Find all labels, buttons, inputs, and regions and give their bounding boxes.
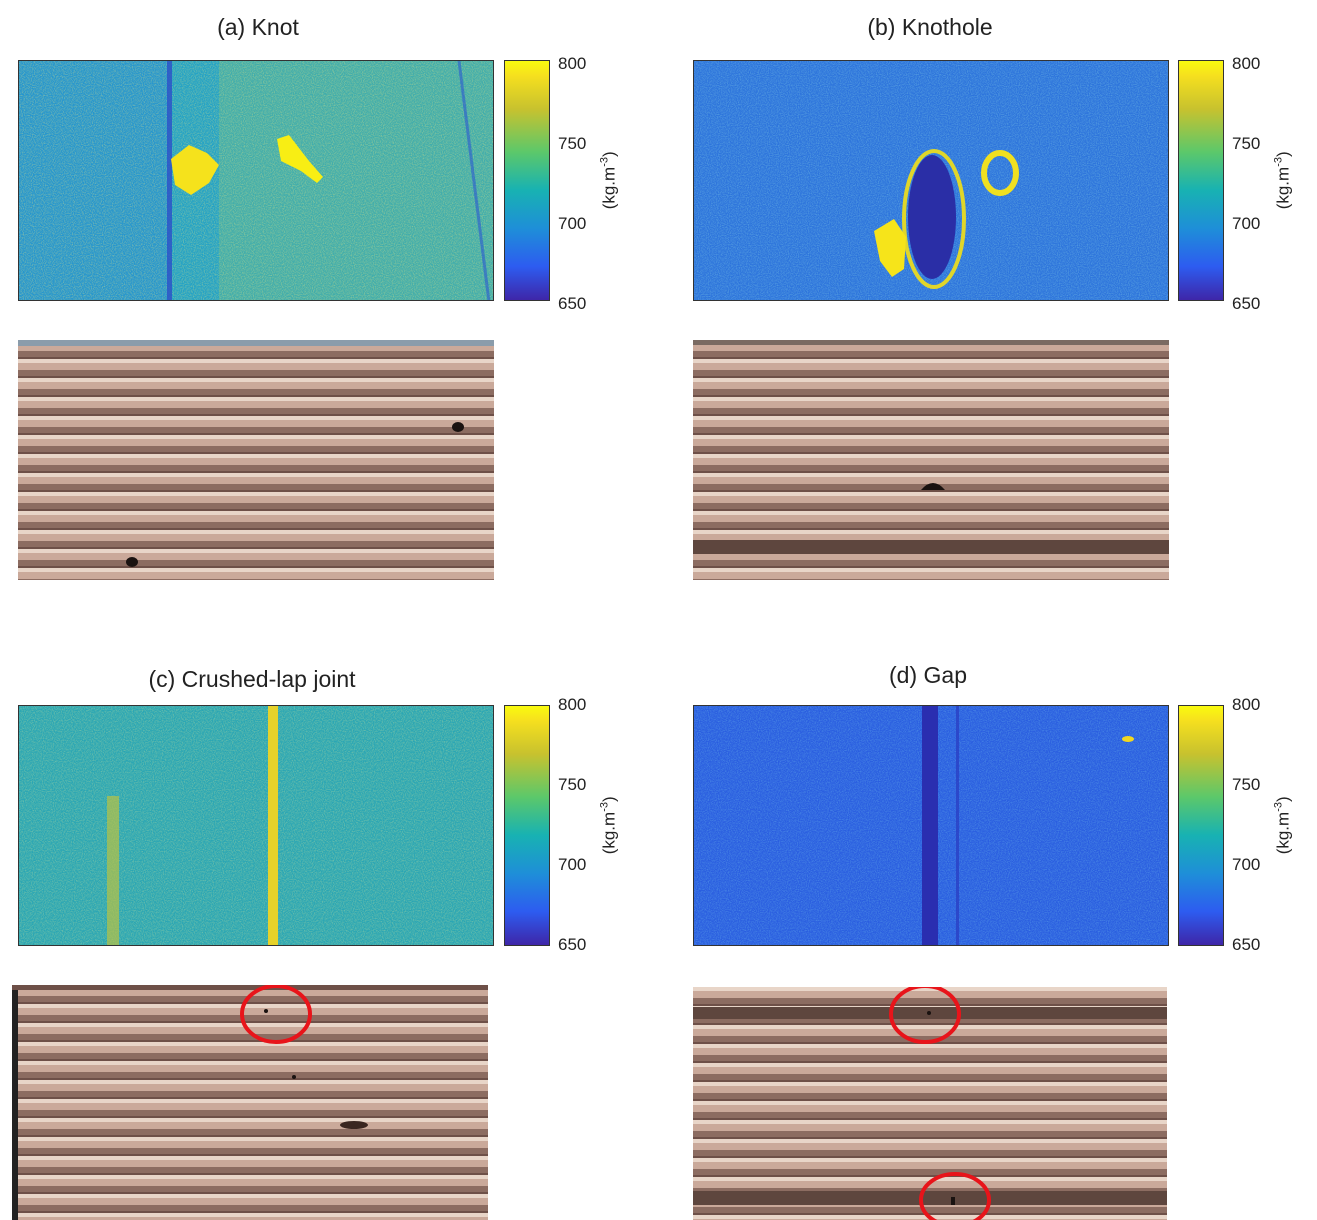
panel-a-tick-800: 800 xyxy=(558,54,587,73)
panel-c-title: (c) Crushed-lap joint xyxy=(148,666,356,692)
panel-c-highlight-circle xyxy=(240,985,312,1044)
panel-d-tick-750: 750 xyxy=(1232,775,1261,794)
panel-b-specimen-photo xyxy=(693,340,1169,580)
panel-d-density-map xyxy=(693,705,1169,946)
panel-b-title: (b) Knothole xyxy=(867,14,993,40)
panel-c-specimen-photo xyxy=(12,985,488,1220)
panel-d-tick-800: 800 xyxy=(1232,695,1261,714)
panel-a-unit-label: (kg.m-3) xyxy=(598,151,619,210)
panel-c-tick-700: 700 xyxy=(558,855,587,874)
panel-d-tick-700: 700 xyxy=(1232,855,1261,874)
panel-d-colorbar xyxy=(1178,705,1224,946)
panel-d-tick-650: 650 xyxy=(1232,935,1261,954)
panel-d-title: (d) Gap xyxy=(889,662,967,688)
panel-b-density-map xyxy=(693,60,1169,301)
panel-d-specimen-photo xyxy=(693,987,1167,1220)
panel-c-density-map xyxy=(18,705,494,946)
panel-b-tick-700: 700 xyxy=(1232,214,1261,233)
panel-c-tick-750: 750 xyxy=(558,775,587,794)
panel-a-colorbar xyxy=(504,60,550,301)
panel-d-unit-label: (kg.m-3) xyxy=(1272,796,1293,855)
panel-c-tick-650: 650 xyxy=(558,935,587,954)
panel-a-tick-650: 650 xyxy=(558,294,587,313)
panel-a-tick-750: 750 xyxy=(558,134,587,153)
panel-a-tick-700: 700 xyxy=(558,214,587,233)
panel-c-colorbar xyxy=(504,705,550,946)
panel-b-unit-label: (kg.m-3) xyxy=(1272,151,1293,210)
panel-a-density-map xyxy=(18,60,494,301)
panel-b-tick-800: 800 xyxy=(1232,54,1261,73)
panel-b-tick-750: 750 xyxy=(1232,134,1261,153)
panel-d-highlight-circle-top xyxy=(889,987,961,1044)
panel-d-highlight-circle-bottom xyxy=(919,1172,991,1220)
panel-c-tick-800: 800 xyxy=(558,695,587,714)
panel-b-colorbar xyxy=(1178,60,1224,301)
panel-b-tick-650: 650 xyxy=(1232,294,1261,313)
panel-a-title: (a) Knot xyxy=(217,14,299,40)
panel-c-unit-label: (kg.m-3) xyxy=(598,796,619,855)
panel-a-specimen-photo xyxy=(18,340,494,580)
